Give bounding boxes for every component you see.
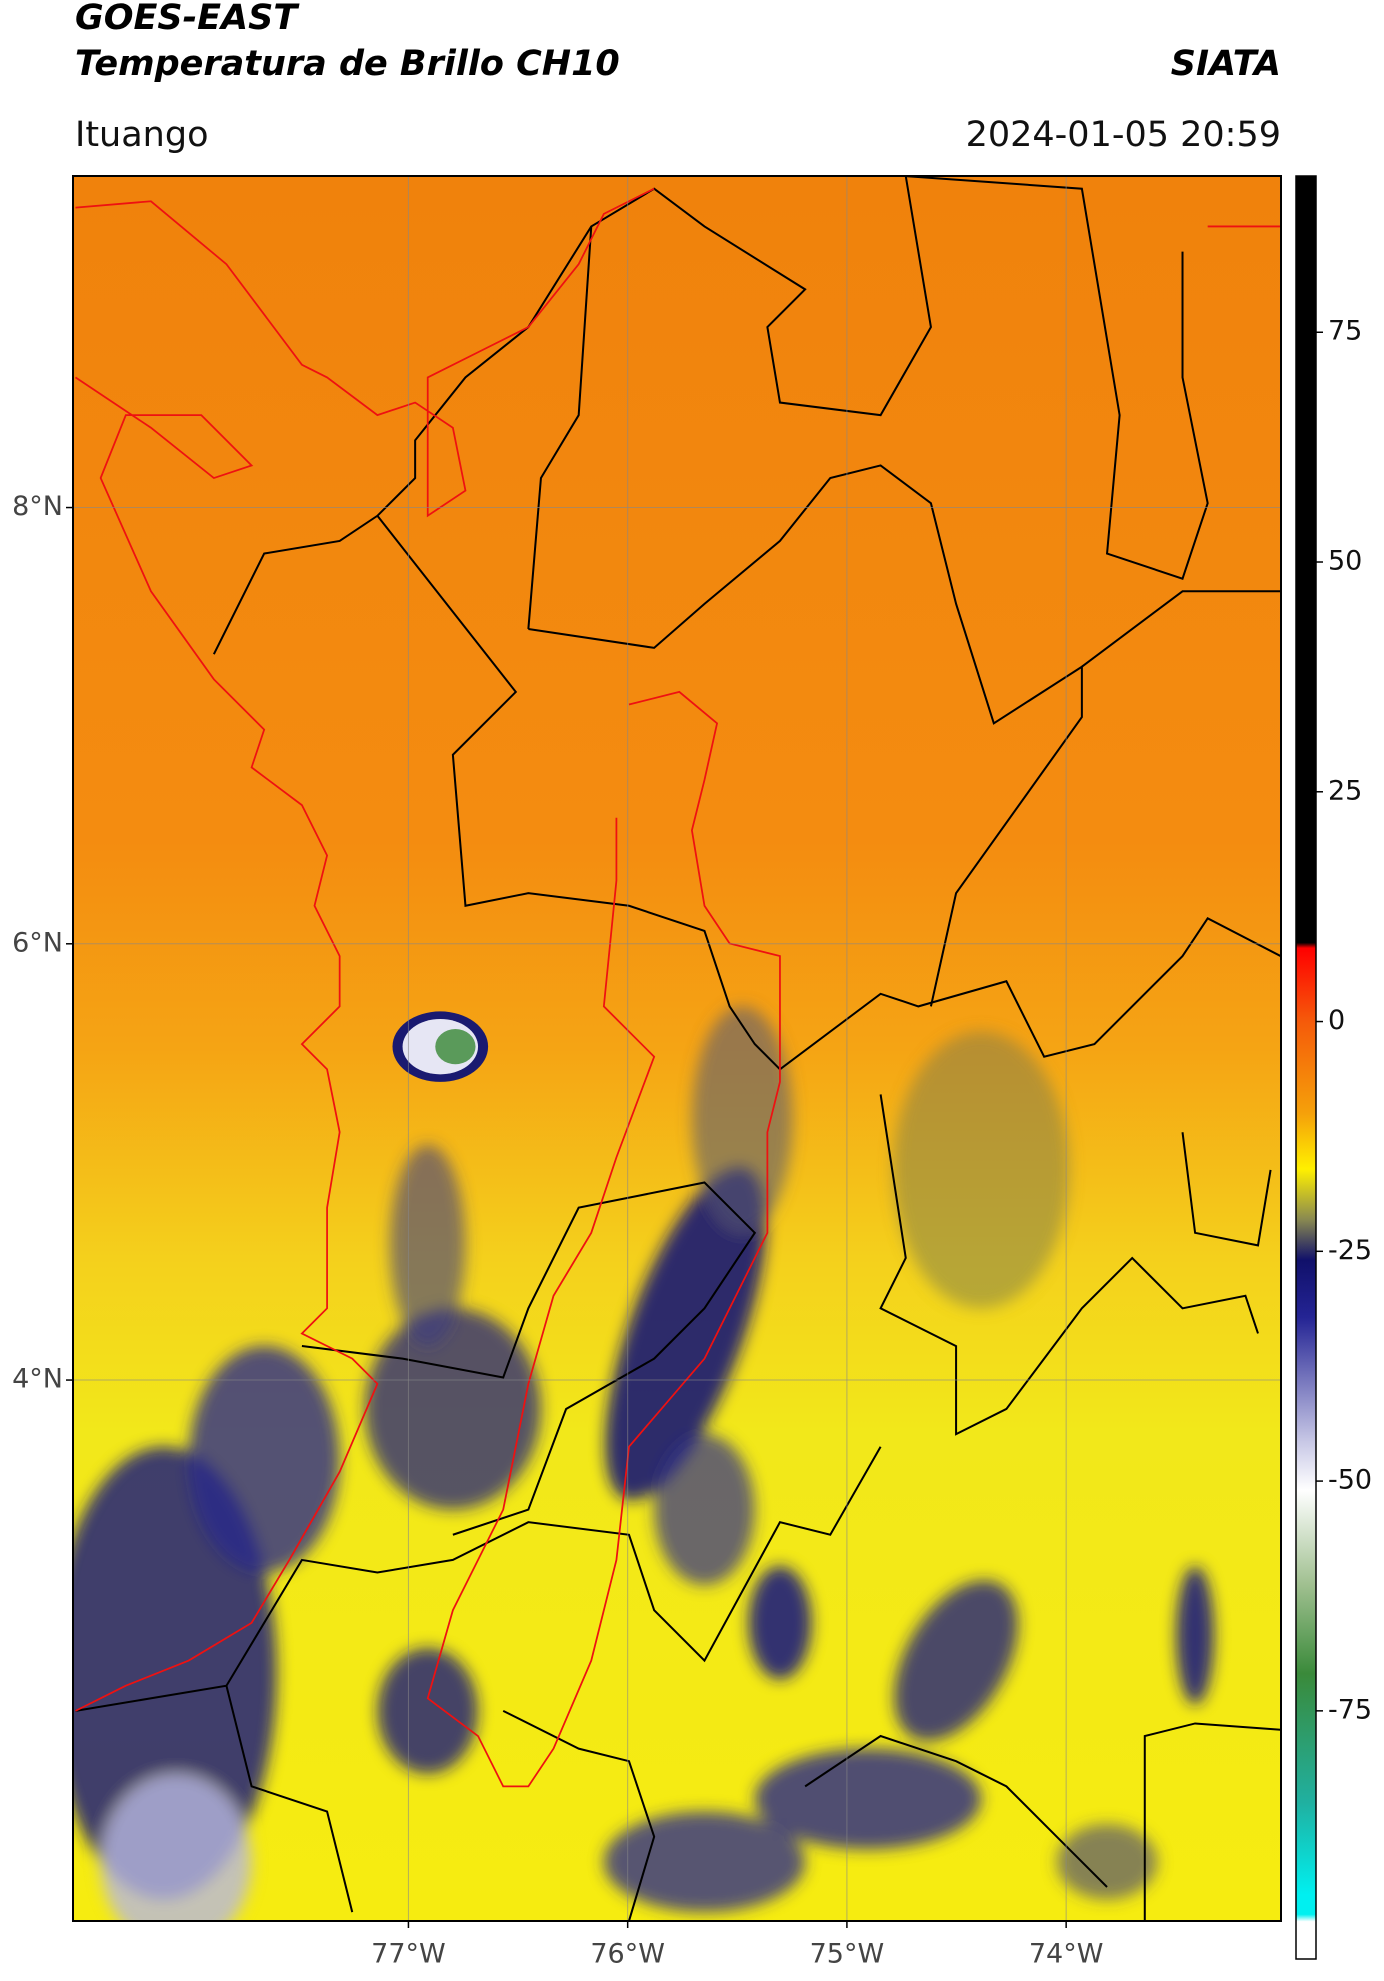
colorbar <box>1295 175 1317 1960</box>
colorbar-tick-label: 50 <box>1328 546 1362 577</box>
y-tick-label: 4°N <box>12 1364 63 1395</box>
subtitle: Temperatura de Brillo CH10 <box>75 44 620 84</box>
colorbar-tick-label: -25 <box>1328 1235 1372 1266</box>
x-tick-label: 76°W <box>590 1939 665 1970</box>
colorbar-tick-label: -75 <box>1328 1694 1372 1725</box>
x-tick-label: 75°W <box>810 1939 885 1970</box>
x-tick-label: 74°W <box>1029 1939 1104 1970</box>
x-tick-label: 77°W <box>371 1939 446 1970</box>
source: SIATA <box>1171 44 1281 84</box>
timestamp: 2024-01-05 20:59 <box>966 115 1281 155</box>
colorbar-tick-label: 25 <box>1328 775 1362 806</box>
map-frame <box>72 175 1282 1922</box>
colorbar-tick-label: 0 <box>1328 1005 1345 1036</box>
colorbar-tick-label: -50 <box>1328 1465 1372 1496</box>
colorbar-tick-label: 75 <box>1328 316 1362 347</box>
title: GOES-EAST <box>75 0 300 38</box>
y-tick-label: 6°N <box>12 927 63 958</box>
map-imagery <box>73 176 1281 1921</box>
grid <box>73 176 1281 1921</box>
location: Ituango <box>75 115 209 155</box>
y-tick-label: 8°N <box>12 491 63 522</box>
